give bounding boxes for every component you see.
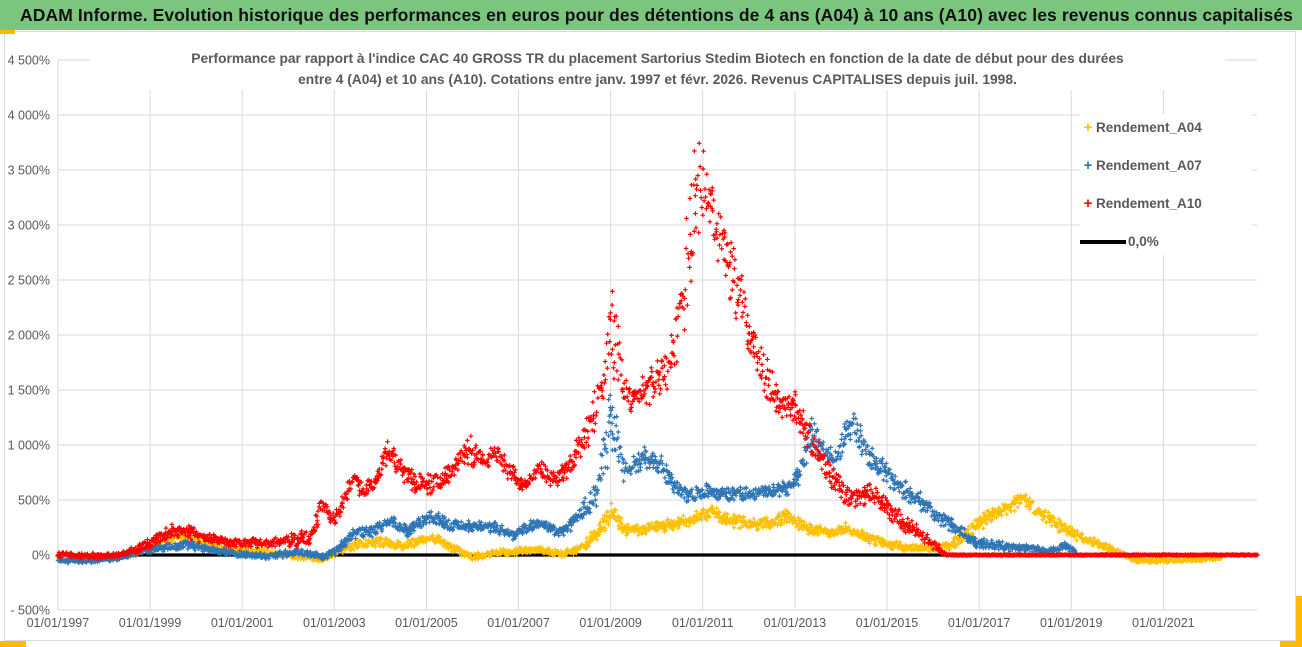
series-rendement_a10 — [55, 141, 1260, 561]
legend-item-rendement-a04[interactable]: + Rendement_A04 — [1080, 118, 1252, 137]
sheet-header-banner: ADAM Informe. Evolution historique des p… — [0, 0, 1302, 30]
y-tick-label: 3 500% — [8, 164, 50, 178]
x-tick-label: 01/01/2005 — [395, 616, 458, 630]
y-tick-label: 1 000% — [8, 439, 50, 453]
zero-line-swatch-icon — [1080, 239, 1126, 244]
y-tick-label: 4 500% — [8, 54, 50, 68]
x-tick-label: 01/01/2001 — [211, 616, 274, 630]
gridlines — [57, 59, 1257, 611]
y-tick-label: 0% — [32, 549, 50, 563]
selection-handle-bottom-right-horizontal[interactable] — [1280, 641, 1302, 647]
plus-marker-icon: + — [1083, 157, 1093, 174]
x-tick-label: 01/01/2009 — [579, 616, 642, 630]
legend-label: Rendement_A04 — [1096, 120, 1202, 135]
plus-marker-icon: + — [1083, 195, 1093, 212]
x-tick-label: 01/01/2015 — [856, 616, 919, 630]
y-tick-label: 3 000% — [8, 219, 50, 233]
y-tick-label: 2 500% — [8, 274, 50, 288]
x-tick-label: 01/01/2007 — [487, 616, 550, 630]
x-tick-label: 01/01/2003 — [303, 616, 366, 630]
y-tick-label: 500% — [18, 494, 50, 508]
x-tick-label: 01/01/2013 — [764, 616, 827, 630]
x-tick-label: 01/01/1997 — [27, 616, 90, 630]
y-tick-label: 4 000% — [8, 109, 50, 123]
sheet-header-title: ADAM Informe. Evolution historique des p… — [20, 4, 1294, 25]
selection-handle-bottom-left[interactable] — [0, 641, 26, 647]
plus-marker-icon: + — [1083, 119, 1093, 136]
selection-handle-bottom-right-vertical[interactable] — [1296, 596, 1302, 647]
x-tick-label: 01/01/2011 — [672, 616, 734, 630]
chart-legend: + Rendement_A04 + Rendement_A07 + Rendem… — [1080, 114, 1252, 255]
x-tick-label: 01/01/2017 — [948, 616, 1011, 630]
legend-item-rendement-a07[interactable]: + Rendement_A07 — [1080, 156, 1252, 175]
y-tick-label: - 500% — [10, 604, 50, 618]
legend-item-rendement-a10[interactable]: + Rendement_A10 — [1080, 194, 1252, 213]
y-tick-label: 2 000% — [8, 329, 50, 343]
legend-item-zero-line[interactable]: 0,0% — [1080, 232, 1252, 251]
legend-label: Rendement_A07 — [1096, 158, 1202, 173]
chart-title-line1: Performance par rapport à l'indice CAC 4… — [191, 51, 1124, 66]
x-tick-label: 01/01/1999 — [119, 616, 182, 630]
legend-label: Rendement_A10 — [1096, 196, 1202, 211]
series-rendement_a07 — [55, 393, 1078, 566]
x-tick-label: 01/01/2019 — [1040, 616, 1103, 630]
chart-area-border — [4, 31, 1296, 641]
legend-label: 0,0% — [1128, 234, 1159, 249]
y-tick-label: 1 500% — [8, 384, 50, 398]
chart-title: Performance par rapport à l'indice CAC 4… — [90, 48, 1225, 90]
x-tick-label: 01/01/2021 — [1132, 616, 1195, 630]
chart-title-line2: entre 4 (A04) et 10 ans (A10). Cotations… — [298, 72, 1017, 87]
axis-tick-labels: 4 500% 4 000% 3 500% 3 000% 2 500% 2 000% 1 50… — [8, 54, 1195, 631]
selection-handle-top-left[interactable] — [0, 30, 15, 34]
